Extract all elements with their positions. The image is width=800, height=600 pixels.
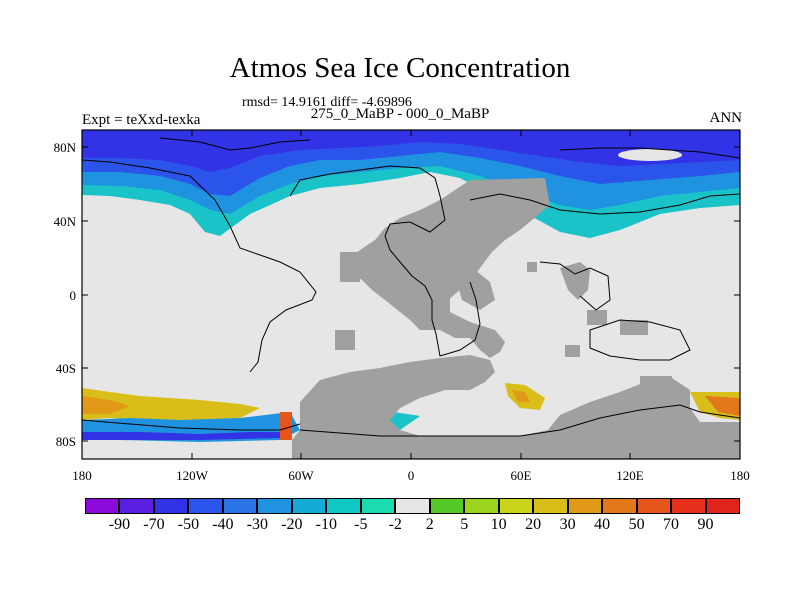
land-block-3 [430, 285, 450, 310]
map-area [82, 130, 740, 459]
colorbar-label: 10 [490, 516, 507, 533]
colorbar-label: 5 [460, 516, 469, 533]
colorbar-swatch [395, 498, 430, 514]
axis-ticks [81, 130, 741, 459]
colorbar-label: 90 [697, 516, 714, 533]
lon-tick-label: 120E [616, 468, 644, 483]
southern-ocean-west-deep [82, 432, 280, 440]
colorbar-swatch [119, 498, 154, 514]
lat-tick-label: 0 [70, 288, 77, 303]
lon-tick-label: 60W [288, 468, 314, 483]
lat-tick-label: 40N [54, 214, 77, 229]
land-island-3 [565, 345, 580, 357]
land-patch-east [640, 376, 672, 396]
lon-tick-label: 0 [408, 468, 415, 483]
colorbar-label: -10 [315, 516, 337, 533]
colorbar-label: -30 [246, 516, 269, 533]
colorbar-swatch [257, 498, 292, 514]
land-island-1 [587, 310, 607, 325]
lat-tick-label: 80N [54, 140, 77, 155]
colorbar-label: -40 [212, 516, 234, 533]
coastlines [82, 137, 740, 437]
lon-tick-label: 180 [730, 468, 750, 483]
land-sa-block-2 [335, 330, 355, 350]
colorbar-swatch [429, 498, 465, 514]
colorbar-swatch [85, 498, 120, 514]
lat-tick-label: 40S [56, 361, 76, 376]
lat-tick-label: 80S [56, 434, 76, 449]
axis-tick-labels: 80N 40N 0 40S 80S 180 120W 60W 0 60E 120E 180 [54, 140, 750, 483]
statistics-text: rmsd= 14.9161 diff= -4.69896 [242, 95, 412, 110]
colorbar-swatch [326, 498, 361, 514]
colorbar-label: 30 [559, 516, 576, 533]
colorbar-label: 70 [663, 516, 680, 533]
colorbar-swatch [705, 498, 740, 514]
southern-ocean-east-orange [512, 390, 530, 402]
colorbar-label: 20 [525, 516, 542, 533]
colorbar-label: -20 [281, 516, 303, 533]
plot-title: Atmos Sea Ice Concentration [229, 52, 571, 84]
colorbar-swatch [291, 498, 327, 514]
southern-ocean-far-east-orange [705, 396, 740, 416]
colorbar-label: -5 [354, 516, 368, 533]
colorbar-swatch [671, 498, 706, 514]
land-sa-block-1 [340, 252, 360, 282]
colorbar-swatch [222, 498, 258, 514]
plot-subtitle: 275_0_MaBP - 000_0_MaBP [310, 106, 490, 122]
colorbar-swatch [153, 498, 189, 514]
colorbar-swatch [464, 498, 499, 514]
southern-ocean-west-orange [82, 396, 130, 414]
colorbar-label: -2 [388, 516, 402, 533]
arctic-ice-patch [618, 149, 682, 161]
season-label: ANN [709, 110, 743, 126]
colorbar-label: -50 [177, 516, 200, 533]
colorbar-label: 2 [425, 516, 434, 533]
land-island-2 [620, 320, 648, 335]
colorbar-swatch [498, 498, 534, 514]
colorbar-swatch [602, 498, 637, 514]
land-gondwana [292, 355, 740, 459]
lon-tick-label: 120W [176, 468, 209, 483]
colorbar-label: 40 [594, 516, 611, 533]
colorbar-swatch [533, 498, 568, 514]
colorbar-label: 50 [628, 516, 645, 533]
land-arabia [455, 270, 495, 310]
colorbar-swatch [360, 498, 396, 514]
colorbar-label: -90 [108, 516, 131, 533]
southern-ocean-west-yellow [82, 388, 260, 420]
colorbar-swatch [188, 498, 223, 514]
lon-tick-label: 60E [511, 468, 532, 483]
colorbar-swatch [567, 498, 603, 514]
colorbar-swatch [636, 498, 672, 514]
lon-tick-label: 180 [72, 468, 92, 483]
colorbar-label: -70 [143, 516, 165, 533]
arctic-band-deep [82, 130, 740, 172]
experiment-label: Expt = teXxd-texka [82, 112, 201, 128]
land-edge-west [280, 412, 292, 440]
land-island-4 [527, 262, 537, 272]
